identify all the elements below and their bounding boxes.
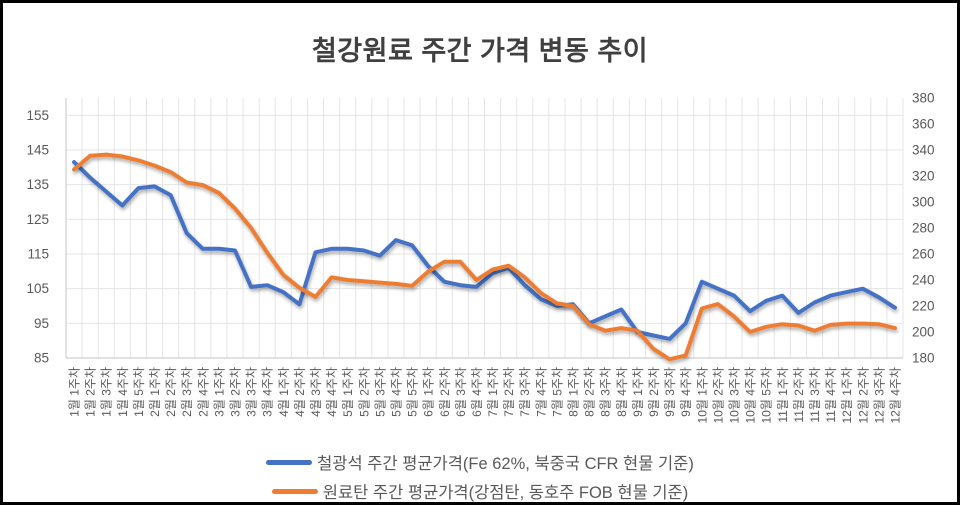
x-axis-label: 7월 2주차 [502, 367, 516, 417]
x-axis-label: 11월 1주차 [776, 367, 790, 423]
x-axis: 1월 1주차 1월 2주차 1월 3주차 1월 4주차 1월 5주차 2월 1주차 2월 2… [68, 367, 903, 423]
x-axis-label: 6월 2주차 [438, 367, 452, 417]
y-axis-left-label: 95 [34, 316, 49, 331]
x-axis-label: 5월 4주차 [389, 367, 403, 417]
x-axis-label: 10월 1주차 [695, 367, 709, 423]
x-axis-label: 5월 2주차 [357, 367, 371, 417]
y-axis-left-label: 145 [26, 143, 49, 158]
x-axis-label: 2월 3주차 [180, 367, 194, 417]
x-axis-label: 3월 4주차 [261, 367, 275, 417]
x-axis-label: 7월 1주차 [486, 367, 500, 417]
x-axis-label: 5월 5주차 [406, 367, 420, 417]
x-axis-label: 1월 1주차 [68, 367, 82, 417]
y-axis-right-label: 300 [912, 195, 935, 210]
x-axis-label: 3월 3주차 [245, 367, 259, 417]
y-axis-right-label: 220 [912, 299, 935, 314]
legend-item-iron-ore: 철광석 주간 평균가격(Fe 62%, 북중국 CFR 현물 기준) [266, 450, 694, 474]
x-axis-label: 11월 2주차 [792, 367, 806, 423]
iron-ore-line-swatch [266, 459, 313, 465]
x-axis-label: 6월 4주차 [470, 367, 484, 417]
coking-coal-price-line [72, 152, 897, 362]
legend-label-iron-ore: 철광석 주간 평균가격(Fe 62%, 북중국 CFR 현물 기준) [317, 455, 694, 473]
chart-legend: 철광석 주간 평균가격(Fe 62%, 북중국 CFR 현물 기준) 원료탄 주… [3, 450, 957, 502]
x-axis-label: 6월 1주차 [422, 367, 436, 417]
x-axis-label: 1월 2주차 [84, 367, 98, 417]
chart-canvas: 155 145 135 125 115 105 95 85 380 360 340 320 300 28… [26, 91, 935, 424]
x-axis-label: 2월 4주차 [196, 367, 210, 417]
x-axis-label: 4월 1주차 [277, 367, 291, 417]
x-axis-label: 10월 5주차 [760, 367, 774, 423]
x-axis-label: 4월 2주차 [293, 367, 307, 417]
x-axis-label: 4월 4주차 [325, 367, 339, 417]
x-axis-label: 11월 4주차 [824, 367, 838, 423]
iron-ore-price-line [72, 160, 897, 341]
y-axis-right-label: 320 [912, 169, 935, 184]
x-axis-label: 5월 3주차 [373, 367, 387, 417]
gridlines [65, 98, 904, 359]
x-axis-label: 12월 3주차 [872, 367, 886, 423]
x-axis-label: 12월 4주차 [888, 367, 902, 423]
x-axis-label: 11월 3주차 [808, 367, 822, 423]
y-axis-left-label: 105 [26, 281, 49, 296]
x-axis-label: 3월 2주차 [229, 367, 243, 417]
x-axis-label: 1월 4주차 [116, 367, 130, 417]
x-axis-label: 9월 4주차 [679, 367, 693, 417]
x-axis-label: 10월 3주차 [727, 367, 741, 423]
coking-coal-line-swatch [271, 488, 318, 494]
x-axis-label: 10월 4주차 [744, 367, 758, 423]
y-axis-left-label: 155 [26, 108, 49, 123]
y-axis-left-label: 135 [26, 177, 49, 192]
x-axis-label: 2월 1주차 [148, 367, 162, 417]
legend-label-coking-coal: 원료탄 주간 평균가격(강점탄, 동호주 FOB 현물 기준) [322, 484, 689, 502]
x-axis-label: 4월 3주차 [309, 367, 323, 417]
y-axis-right-label: 340 [912, 143, 935, 158]
y-axis-right-label: 200 [912, 325, 935, 340]
y-axis-left: 155 145 135 125 115 105 95 85 [26, 108, 49, 366]
x-axis-label: 9월 2주차 [647, 367, 661, 417]
y-axis-left-label: 85 [34, 351, 49, 366]
x-axis-label: 8월 3주차 [599, 367, 613, 417]
y-axis-right-label: 180 [912, 351, 935, 366]
y-axis-right-label: 260 [912, 247, 935, 262]
x-axis-label: 6월 3주차 [454, 367, 468, 417]
y-axis-left-label: 125 [26, 212, 49, 227]
x-axis-label: 12월 1주차 [840, 367, 854, 423]
x-axis-label: 1월 5주차 [132, 367, 146, 417]
legend-item-coking-coal: 원료탄 주간 평균가격(강점탄, 동호주 FOB 현물 기준) [271, 479, 689, 502]
y-axis-right-label: 360 [912, 117, 935, 132]
x-axis-label: 8월 1주차 [567, 367, 581, 417]
x-axis-label: 12월 2주차 [856, 367, 870, 423]
series-lines [72, 152, 897, 362]
y-axis-left-label: 115 [27, 247, 49, 262]
x-axis-label: 10월 2주차 [711, 367, 725, 423]
x-axis-label: 7월 3주차 [518, 367, 532, 417]
y-axis-right-label: 280 [912, 221, 935, 236]
x-axis-label: 9월 1주차 [631, 367, 645, 417]
x-axis-label: 5월 1주차 [341, 367, 355, 417]
y-axis-right-label: 240 [912, 273, 935, 288]
x-axis-label: 7월 5주차 [550, 367, 564, 417]
y-axis-right-label: 380 [912, 91, 935, 106]
x-axis-label: 8월 4주차 [615, 367, 629, 417]
x-axis-label: 9월 3주차 [663, 367, 677, 417]
x-axis-label: 8월 2주차 [583, 367, 597, 417]
y-axis-right: 380 360 340 320 300 280 260 240 220 200 180 [912, 91, 935, 366]
x-axis-label: 2월 2주차 [164, 367, 178, 417]
x-axis-label: 7월 4주차 [534, 367, 548, 417]
chart-title: 철강원료 주간 가격 변동 추이 [311, 36, 649, 66]
x-axis-label: 1월 3주차 [100, 367, 114, 417]
x-axis-label: 3월 1주차 [212, 367, 226, 417]
